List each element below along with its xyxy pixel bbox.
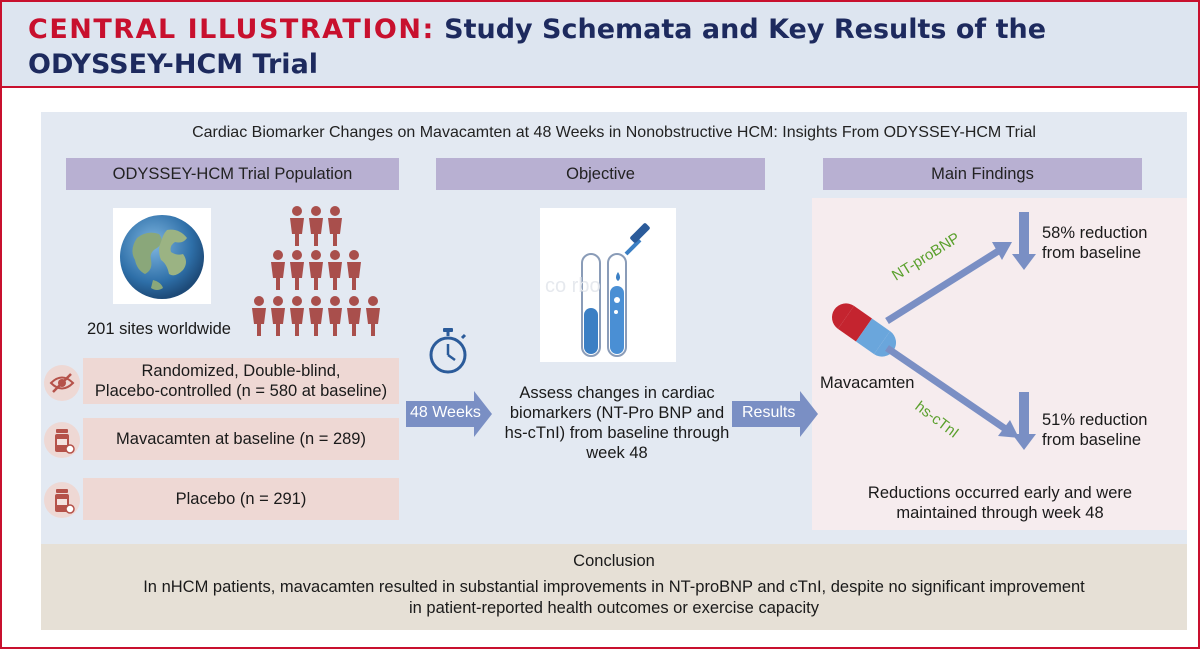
title-prefix: CENTRAL ILLUSTRATION: — [28, 14, 435, 45]
svg-text:co rbo: co rbo — [545, 275, 601, 297]
hsctni-result-line1: 51% reduction — [1042, 411, 1148, 429]
drug-label: Mavacamten — [820, 374, 915, 392]
conclusion-line1: In nHCM patients, mavacamten resulted in… — [143, 578, 1085, 596]
placebo-arm-box: Placebo (n = 291) — [83, 478, 399, 520]
objective-heading: Objective — [436, 158, 765, 190]
header-bar — [2, 2, 1198, 88]
population-heading: ODYSSEY-HCM Trial Population — [66, 158, 399, 190]
summary-line2: maintained through week 48 — [896, 504, 1104, 522]
weeks-label: 48 Weeks — [410, 404, 481, 421]
placebo-arm-label: Placebo (n = 291) — [175, 490, 307, 508]
test-tube-icon: co rbo — [540, 208, 676, 362]
conclusion-heading: Conclusion — [573, 552, 655, 570]
objective-line3: hs-cTnI) from baseline through — [504, 424, 730, 442]
summary-line1: Reductions occurred early and were — [867, 484, 1133, 502]
mavacamten-arm-label: Mavacamten at baseline (n = 289) — [116, 430, 366, 448]
ntprobnp-result-line2: from baseline — [1042, 244, 1142, 262]
study-design-box: Randomized, Double-blind, Placebo-contro… — [83, 358, 399, 404]
globe-icon — [113, 208, 211, 304]
down-arrow-icon — [1012, 391, 1036, 451]
conclusion-panel — [41, 544, 1187, 630]
page-title: CENTRAL ILLUSTRATION: Study Schemata and… — [28, 12, 1148, 82]
conclusion-line2: in patient-reported health outcomes or e… — [409, 599, 819, 617]
hsctni-result: 51% reduction from baseline — [1042, 410, 1192, 450]
findings-diagram — [812, 198, 1187, 468]
stopwatch-icon — [424, 326, 472, 376]
title-line2: ODYSSEY-HCM Trial — [28, 49, 319, 80]
people-icon — [248, 204, 384, 344]
design-line2: Placebo-controlled (n = 580 at baseline) — [94, 382, 388, 400]
eye-slash-icon — [43, 364, 81, 402]
findings-heading: Main Findings — [823, 158, 1142, 190]
subtitle: Cardiac Biomarker Changes on Mavacamten … — [192, 124, 1036, 141]
hsctni-result-line2: from baseline — [1042, 431, 1142, 449]
results-label: Results — [742, 404, 796, 421]
ntprobnp-result: 58% reduction from baseline — [1042, 223, 1192, 263]
objective-line4: week 48 — [586, 444, 648, 462]
title-line1: Study Schemata and Key Results of the — [444, 14, 1047, 45]
down-arrow-icon — [1012, 211, 1036, 271]
capsule-icon — [832, 304, 892, 354]
objective-line2: biomarkers (NT-Pro BNP and — [509, 404, 725, 422]
objective-text: Assess changes in cardiac biomarkers (NT… — [497, 383, 737, 463]
mavacamten-arm-box: Mavacamten at baseline (n = 289) — [83, 418, 399, 460]
findings-summary: Reductions occurred early and were maint… — [830, 483, 1170, 523]
ntprobnp-result-line1: 58% reduction — [1042, 224, 1148, 242]
conclusion-body: In nHCM patients, mavacamten resulted in… — [100, 577, 1128, 619]
results-arrow — [732, 391, 818, 437]
sites-text: 201 sites worldwide — [87, 320, 231, 338]
weeks-arrow — [406, 391, 492, 437]
design-line1: Randomized, Double-blind, — [141, 362, 341, 380]
pill-bottle-icon — [43, 421, 81, 459]
pill-bottle-icon — [43, 481, 81, 519]
objective-line1: Assess changes in cardiac — [519, 384, 715, 402]
